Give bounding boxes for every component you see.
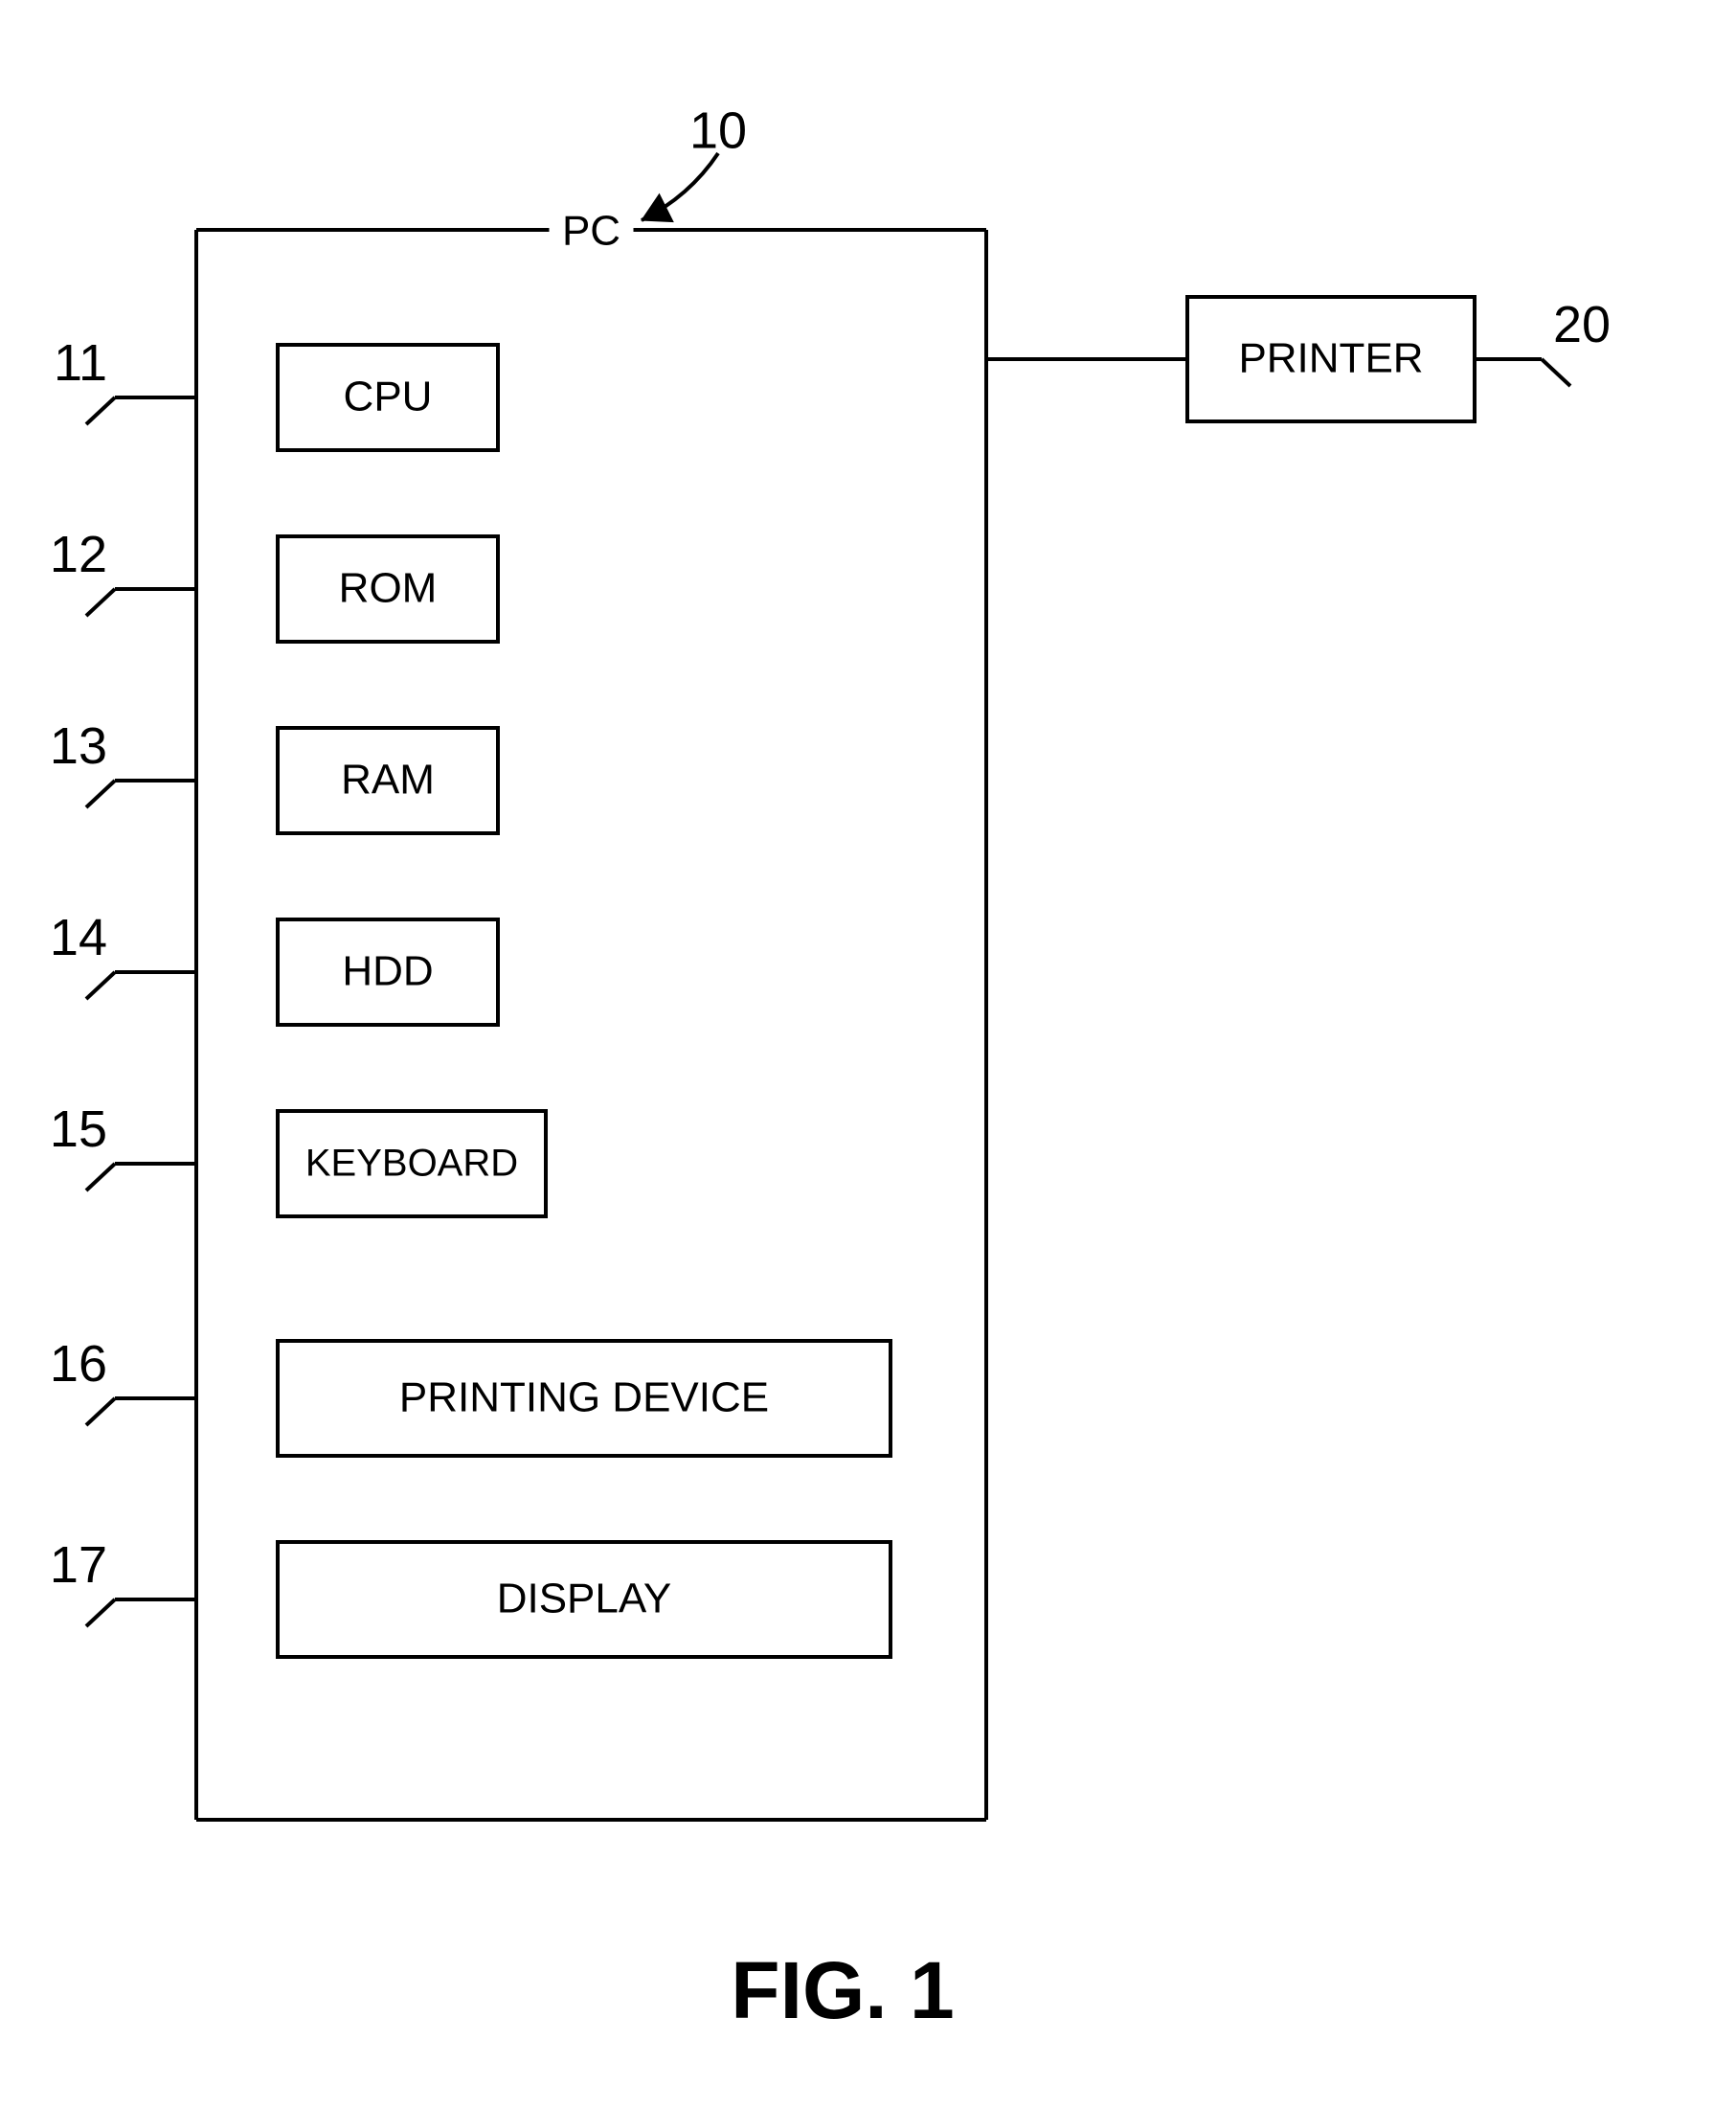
- printdev-ref: 16: [50, 1335, 107, 1393]
- ram-label: RAM: [341, 757, 435, 804]
- pc-ref-arrowhead-icon: [642, 194, 673, 222]
- rom-label: ROM: [339, 565, 438, 612]
- keyboard-label: KEYBOARD: [305, 1143, 518, 1185]
- rom-ref: 12: [50, 526, 107, 583]
- printer-ref: 20: [1553, 296, 1611, 353]
- figure-caption: FIG. 1: [731, 1945, 954, 2035]
- hdd-label: HDD: [342, 948, 433, 995]
- cpu-ref-hook: [86, 397, 115, 424]
- rom-ref-hook: [86, 589, 115, 616]
- ram-ref-hook: [86, 781, 115, 807]
- cpu-label: CPU: [344, 374, 433, 420]
- ram-ref: 13: [50, 717, 107, 775]
- pc-title: PC: [562, 208, 620, 255]
- cpu-ref: 11: [54, 334, 107, 392]
- printdev-ref-hook: [86, 1398, 115, 1425]
- display-ref-hook: [86, 1599, 115, 1626]
- display-label: DISPLAY: [497, 1576, 672, 1622]
- pc-ref-num: 10: [689, 102, 747, 159]
- keyboard-ref-hook: [86, 1164, 115, 1191]
- hdd-ref: 14: [50, 909, 107, 966]
- printer-label: PRINTER: [1238, 335, 1423, 382]
- display-ref: 17: [50, 1536, 107, 1594]
- printdev-label: PRINTING DEVICE: [399, 1374, 769, 1421]
- hdd-ref-hook: [86, 972, 115, 999]
- printer-ref-hook: [1542, 359, 1570, 386]
- keyboard-ref: 15: [50, 1100, 107, 1158]
